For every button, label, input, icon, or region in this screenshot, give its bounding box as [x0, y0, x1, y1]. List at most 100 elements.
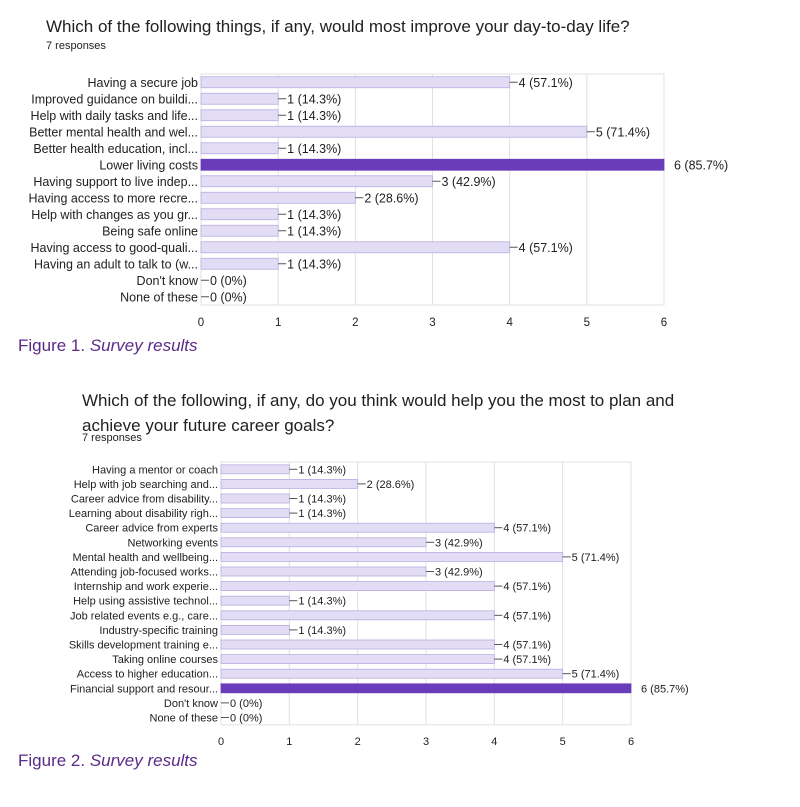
- chart1-x-tick-label: 4: [506, 317, 513, 329]
- chart1-data-label: 1 (14.3%): [287, 257, 341, 271]
- chart1-data-label: 1 (14.3%): [287, 208, 341, 222]
- figure2-caption-italic: Survey results: [89, 751, 198, 770]
- figure1-caption-italic: Survey results: [89, 336, 198, 355]
- figure2-caption: Figure 2. Survey results: [18, 751, 198, 771]
- chart2-data-label: 1 (14.3%): [298, 493, 346, 505]
- chart1-category-label: Being safe online: [102, 224, 198, 238]
- chart2-data-label: 4 (57.1%): [503, 610, 551, 622]
- chart2-category-label: None of these: [150, 712, 219, 724]
- chart1-bar: [200, 257, 279, 270]
- chart2-category-label: Help with job searching and...: [74, 479, 218, 491]
- chart2-data-label: 1 (14.3%): [298, 464, 346, 476]
- chart2-category-label: Taking online courses: [112, 654, 218, 666]
- chart1-category-label: Lower living costs: [99, 158, 198, 172]
- chart1-data-label: 3 (42.9%): [442, 175, 496, 189]
- chart2-data-label: 3 (42.9%): [435, 566, 483, 578]
- chart2-bar: [220, 595, 290, 606]
- chart1-category-label: Having a secure job: [88, 76, 199, 90]
- chart1-x-tick-label: 6: [661, 317, 667, 329]
- chart2-data-label: 4 (57.1%): [503, 523, 551, 535]
- chart1-bar: [200, 208, 279, 221]
- chart2-data-label: 5 (71.4%): [572, 552, 620, 564]
- chart1-bar: [200, 175, 433, 188]
- chart1-responses: 7 responses: [46, 40, 106, 52]
- chart2-x-tick-label: 3: [423, 736, 429, 748]
- chart1-bar: [200, 158, 665, 171]
- chart2-title: Which of the following, if any, do you t…: [82, 391, 675, 435]
- chart1-bar: [200, 241, 511, 254]
- chart2-category-label: Help using assistive technol...: [73, 596, 218, 608]
- chart1-category-label: Having an adult to talk to (w...: [34, 257, 198, 271]
- chart2-x-tick-label: 5: [560, 736, 566, 748]
- chart2-bar: [220, 464, 290, 475]
- figure1-caption-prefix: Figure 1.: [18, 336, 86, 355]
- chart2-x-tick-label: 1: [286, 736, 292, 748]
- chart1-data-label: 1 (14.3%): [287, 109, 341, 123]
- figure1-caption: Figure 1. Survey results: [18, 336, 198, 356]
- chart1-bar: [200, 125, 588, 138]
- chart1-data-label: 6 (85.7%): [674, 158, 728, 172]
- chart2-data-label: 0 (0%): [230, 712, 262, 724]
- chart1-bar-chart: 0 1 2 3 4 5 6 Having a secure job 4 (57.1%) Impro…: [28, 73, 728, 329]
- chart2-bar: [220, 654, 495, 665]
- chart2-bar: [220, 552, 564, 562]
- chart2-category-label: Skills development training e...: [69, 639, 218, 651]
- figure2-caption-prefix: Figure 2.: [18, 751, 86, 770]
- chart2-data-label: 5 (71.4%): [572, 669, 620, 681]
- chart1-bar: [200, 142, 279, 155]
- chart2-category-label: Networking events: [128, 537, 219, 549]
- chart2-category-label: Industry-specific training: [99, 625, 218, 637]
- chart2-bar: [220, 610, 495, 621]
- chart1-data-label: 4 (57.1%): [519, 241, 573, 255]
- chart2-category-label: Financial support and resour...: [70, 683, 218, 695]
- chart2-category-label: Attending job-focused works...: [71, 566, 218, 578]
- chart2-bar: [220, 683, 632, 694]
- chart1-bar: [200, 191, 356, 204]
- chart1-bar: [200, 109, 279, 122]
- chart1-data-label: 0 (0%): [210, 274, 247, 288]
- chart1-data-label: 2 (28.6%): [364, 191, 418, 205]
- chart2-data-label: 1 (14.3%): [298, 508, 346, 520]
- chart2-category-label: Access to higher education...: [77, 669, 218, 681]
- chart2-x-tick-label: 2: [355, 736, 361, 748]
- chart1-category-label: Having support to live indep...: [33, 175, 198, 189]
- chart2-x-tick-label: 4: [491, 736, 497, 748]
- chart2-data-label: 3 (42.9%): [435, 537, 483, 549]
- chart2-category-label: Having a mentor or coach: [92, 464, 218, 476]
- chart1-category-label: Improved guidance on buildi...: [31, 92, 198, 106]
- chart1-x-tick-label: 2: [352, 317, 358, 329]
- chart2-bar: [220, 581, 495, 591]
- chart1-data-label: 4 (57.1%): [519, 76, 573, 90]
- chart1-category-label: Help with daily tasks and life...: [31, 109, 198, 123]
- chart1-x-tick-label: 1: [275, 317, 281, 329]
- chart1-category-label: None of these: [120, 290, 198, 304]
- chart2-category-label: Internship and work experie...: [74, 581, 218, 593]
- chart1-x-tick-label: 5: [584, 317, 590, 329]
- chart2-category-label: Don't know: [164, 698, 218, 710]
- chart1-category-label: Help with changes as you gr...: [31, 208, 198, 222]
- chart1-data-label: 1 (14.3%): [287, 92, 341, 106]
- chart1-data-label: 5 (71.4%): [596, 125, 650, 139]
- chart2-bar: [220, 566, 427, 577]
- chart2-bar: [220, 493, 290, 504]
- chart2-responses: 7 responses: [82, 432, 142, 444]
- chart2-data-label: 4 (57.1%): [503, 639, 551, 651]
- chart2-bar: [220, 478, 359, 489]
- chart2-data-label: 4 (57.1%): [503, 654, 551, 666]
- chart1-data-label: 0 (0%): [210, 290, 247, 304]
- chart1-category-label: Having access to more recre...: [28, 191, 198, 205]
- chart1-bar: [200, 224, 279, 237]
- chart2-data-label: 4 (57.1%): [503, 581, 551, 593]
- chart2-bar: [220, 522, 495, 533]
- chart2-category-label: Job related events e.g., care...: [70, 610, 218, 622]
- chart1-category-label: Better health education, incl...: [33, 142, 198, 156]
- chart2-bar: [220, 624, 290, 635]
- chart1-bar: [200, 76, 511, 89]
- chart2-category-label: Career advice from experts: [85, 523, 218, 535]
- chart2-data-label: 2 (28.6%): [367, 479, 415, 491]
- chart1-title: Which of the following things, if any, w…: [46, 17, 630, 36]
- chart2-data-label: 1 (14.3%): [298, 596, 346, 608]
- chart1-category-label: Don't know: [137, 274, 199, 288]
- chart2-category-label: Mental health and wellbeing...: [72, 552, 218, 564]
- chart2-bar: [220, 668, 564, 679]
